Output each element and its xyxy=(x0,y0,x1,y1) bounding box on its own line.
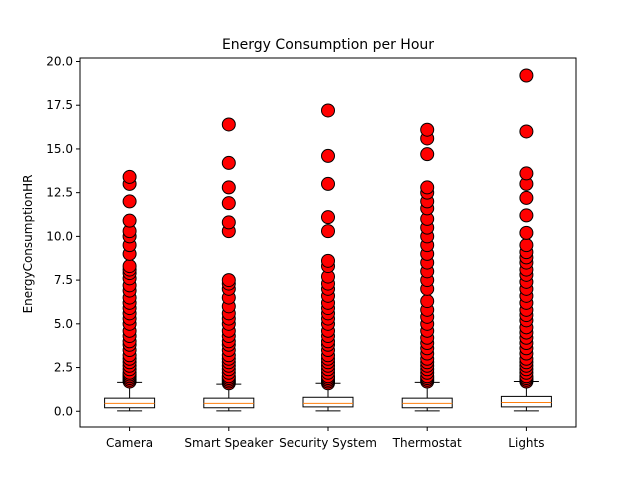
outlier-point xyxy=(221,155,236,170)
box-group xyxy=(500,68,552,412)
y-tick-label: 15.0 xyxy=(46,142,73,156)
y-tick-label: 5.0 xyxy=(54,317,73,331)
outlier-point xyxy=(122,213,137,228)
outlier-point xyxy=(519,208,534,223)
box-group xyxy=(401,122,453,412)
outlier-point xyxy=(221,215,236,230)
plot-area: 0.0 2.5 5.0 7.5 10.0 12.5 15.0 17.5 20.0 Camera Sm… xyxy=(46,54,577,450)
y-tick-label: 0.0 xyxy=(54,404,73,418)
y-tick-label: 10.0 xyxy=(46,229,73,243)
outlier-point xyxy=(122,259,137,274)
box-iqr xyxy=(302,396,354,408)
outlier-point xyxy=(321,253,335,268)
outlier-point xyxy=(519,238,534,253)
box-group xyxy=(104,169,156,412)
outlier-point xyxy=(420,122,435,137)
x-tick-label: Security System xyxy=(279,436,377,450)
box-iqr xyxy=(500,395,552,408)
box-group xyxy=(203,117,255,412)
y-axis-label: EnergyConsumptionHR xyxy=(21,175,35,314)
outlier-point xyxy=(420,147,435,162)
outlier-point xyxy=(519,190,534,205)
y-tick-label: 7.5 xyxy=(54,273,73,287)
outlier-point xyxy=(122,194,137,209)
outlier-point xyxy=(519,68,534,83)
chart-title: Energy Consumption per Hour xyxy=(222,37,434,53)
x-tick-label: Thermostat xyxy=(392,436,462,450)
outlier-point xyxy=(321,210,335,225)
outlier-point xyxy=(420,294,435,309)
y-tick-label: 20.0 xyxy=(46,54,73,68)
outlier-point xyxy=(519,124,534,139)
outlier-point xyxy=(221,273,236,288)
outlier-point xyxy=(321,176,335,191)
x-tick-label: Smart Speaker xyxy=(184,436,273,450)
outlier-point xyxy=(321,224,335,239)
y-tick-label: 12.5 xyxy=(46,186,73,200)
outlier-point xyxy=(321,148,335,163)
outlier-point xyxy=(221,117,236,132)
outlier-point xyxy=(221,180,236,195)
outlier-point xyxy=(420,180,435,195)
outlier-point xyxy=(519,225,534,240)
y-tick-label: 17.5 xyxy=(46,98,73,112)
y-tick-label: 2.5 xyxy=(54,361,73,375)
box-group xyxy=(302,103,354,412)
outlier-point xyxy=(519,166,534,181)
outlier-point xyxy=(122,169,137,184)
outlier-point xyxy=(321,103,335,118)
outlier-point xyxy=(221,196,236,211)
x-tick-label: Camera xyxy=(106,436,153,450)
x-tick-label: Lights xyxy=(508,436,544,450)
